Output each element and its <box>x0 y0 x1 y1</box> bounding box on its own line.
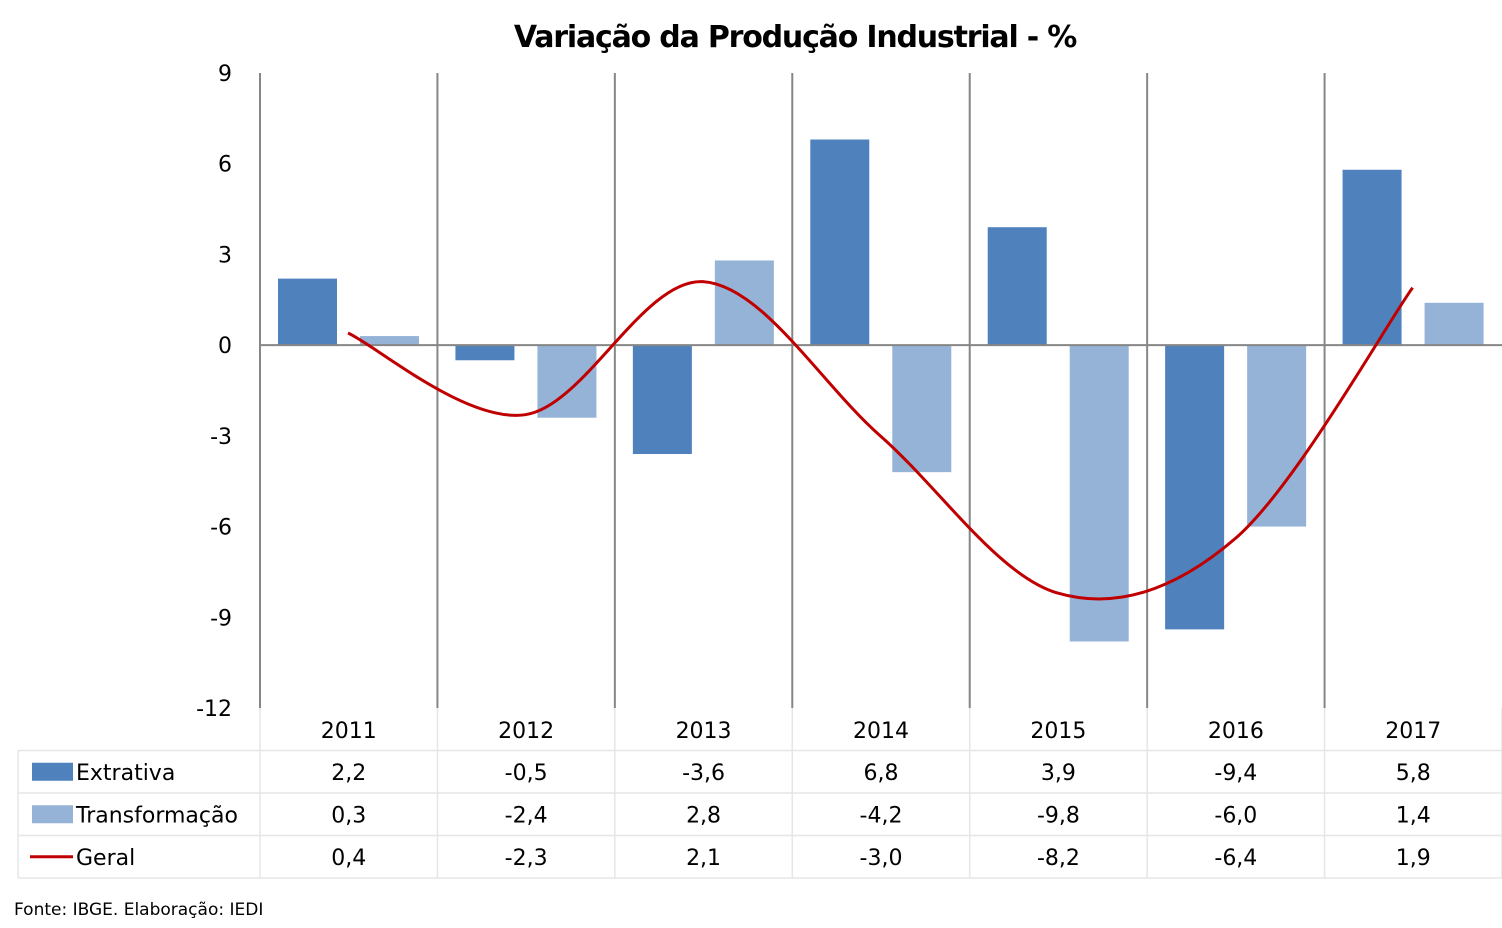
data-label: -3,0 <box>860 846 903 871</box>
legend-label: Geral <box>76 846 135 871</box>
y-tick-label: -6 <box>210 516 232 541</box>
data-table: 2011 2012 2013 2014 2015 2016 2017 Extrativa 2,2… <box>17 708 1502 879</box>
bar-extrativa-2014 <box>810 139 870 346</box>
data-label: 5,8 <box>1396 761 1431 786</box>
y-tick-label: -12 <box>196 697 232 722</box>
data-label: -8,2 <box>1037 846 1080 871</box>
bar-extrativa-2017 <box>1342 169 1402 346</box>
x-tick-label: 2011 <box>321 719 377 744</box>
legend-label: Transformação <box>75 803 238 828</box>
y-axis-ticks: 9 6 3 0 -3 -6 -9 -12 <box>196 62 232 722</box>
geral-line <box>347 280 1414 601</box>
data-label: -6,0 <box>1214 803 1257 828</box>
data-label: 6,8 <box>864 761 899 786</box>
bar-transformação-2013 <box>714 260 774 346</box>
bars <box>278 139 1484 642</box>
source-note: Fonte: IBGE. Elaboração: IEDI <box>14 900 263 920</box>
data-label: 2,2 <box>331 761 366 786</box>
data-label: -9,8 <box>1037 803 1080 828</box>
data-label: 0,3 <box>331 803 366 828</box>
bar-transformação-2011 <box>360 336 419 346</box>
legend-swatch-transformação <box>32 805 73 824</box>
bar-extrativa-2016 <box>1165 345 1225 630</box>
chart-title: Variação da Produção Industrial - % <box>514 20 1077 55</box>
bar-transformação-2014 <box>892 345 952 473</box>
bar-transformação-2015 <box>1069 345 1129 642</box>
bar-extrativa-2015 <box>987 227 1047 346</box>
x-tick-label: 2012 <box>498 719 554 744</box>
y-tick-label: 9 <box>218 62 232 87</box>
data-label: -2,3 <box>505 846 548 871</box>
x-tick-label: 2017 <box>1385 719 1441 744</box>
data-label: -6,4 <box>1214 846 1257 871</box>
data-label: -4,2 <box>860 803 903 828</box>
x-tick-label: 2013 <box>676 719 732 744</box>
legend-swatch-extrativa <box>32 762 73 781</box>
bar-extrativa-2011 <box>278 278 337 346</box>
bar-transformação-2017 <box>1424 302 1484 346</box>
data-label: -2,4 <box>505 803 548 828</box>
data-label: 1,9 <box>1396 846 1431 871</box>
y-tick-label: 0 <box>218 334 232 359</box>
y-tick-label: 6 <box>218 153 232 178</box>
data-label: -3,6 <box>682 761 725 786</box>
data-label: -0,5 <box>505 761 548 786</box>
bar-extrativa-2013 <box>632 345 692 454</box>
bar-extrativa-2012 <box>455 345 515 361</box>
y-tick-label: 3 <box>218 243 232 268</box>
x-tick-label: 2016 <box>1208 719 1264 744</box>
data-label: 2,8 <box>686 803 721 828</box>
data-label: 1,4 <box>1396 803 1431 828</box>
x-tick-label: 2014 <box>853 719 909 744</box>
y-tick-label: -9 <box>210 606 232 631</box>
data-label: 2,1 <box>686 846 721 871</box>
data-label: 3,9 <box>1041 761 1076 786</box>
legend-label: Extrativa <box>76 761 175 786</box>
data-label: -9,4 <box>1214 761 1257 786</box>
data-label: 0,4 <box>331 846 366 871</box>
y-tick-label: -3 <box>210 425 232 450</box>
category-separators <box>259 73 1326 708</box>
bar-transformação-2016 <box>1247 345 1307 527</box>
x-tick-label: 2015 <box>1030 719 1086 744</box>
